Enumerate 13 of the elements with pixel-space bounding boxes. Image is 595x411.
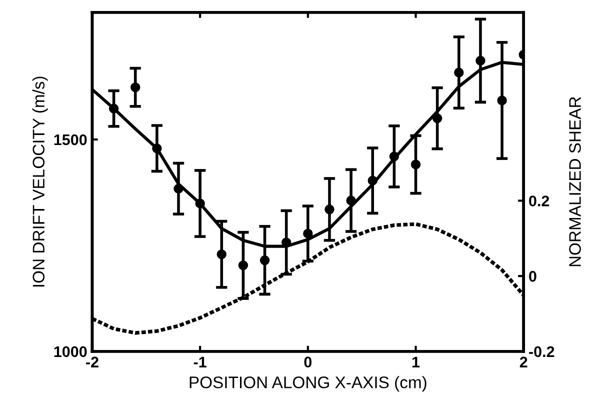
y2-tick-label: -0.2 xyxy=(529,346,554,358)
x-tick-label: 1 xyxy=(412,356,420,368)
y-tick-label: 1500 xyxy=(54,134,87,146)
x-tick-label: -1 xyxy=(194,356,206,368)
x-tick-label: 2 xyxy=(520,356,528,368)
x-tick-label: -2 xyxy=(86,356,98,368)
y-axis-title: ION DRIFT VELOCITY (m/s) xyxy=(32,76,48,287)
y2-axis-title: NORMALIZED SHEAR xyxy=(569,96,581,266)
y2-tick-label: 0.2 xyxy=(529,196,550,206)
y2-tick-label: 0 xyxy=(529,270,536,282)
y-tick-label: 1000 xyxy=(54,346,87,358)
x-axis-title: POSITION ALONG X-AXIS (cm) xyxy=(190,376,426,392)
x-tick-label: 0 xyxy=(304,356,312,368)
